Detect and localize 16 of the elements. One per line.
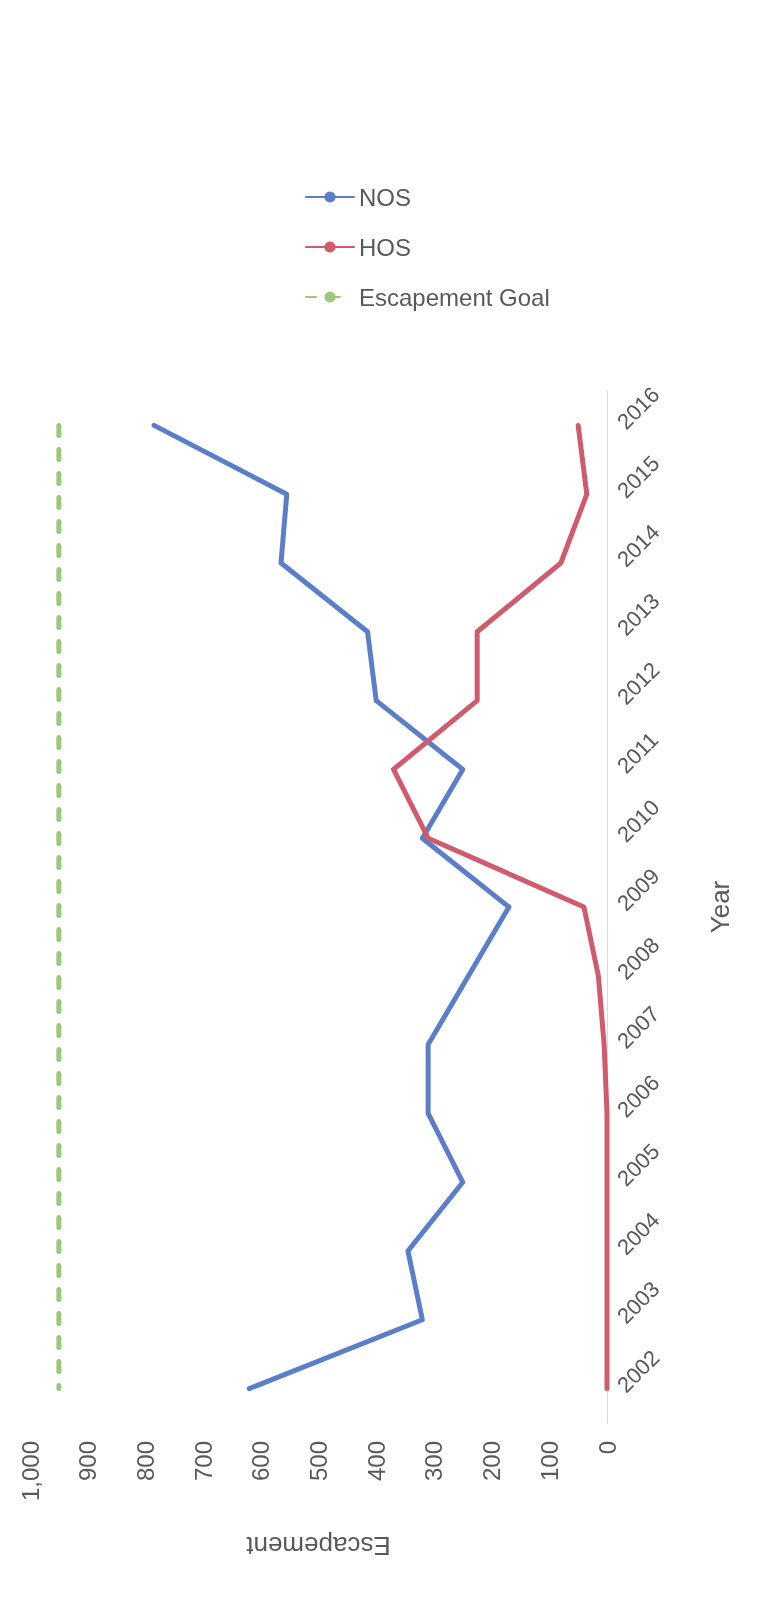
x-tick-label: 100 [535, 1441, 563, 1482]
legend-label: Escapement Goal [359, 283, 550, 311]
x-tick-label: 0 [593, 1441, 621, 1455]
x-tick-label: 900 [74, 1441, 102, 1482]
x-tick-label: 400 [362, 1441, 390, 1482]
legend-label: NOS [359, 183, 412, 211]
x-tick-label: 600 [247, 1441, 275, 1482]
x-tick-label: 800 [131, 1441, 159, 1482]
legend-label: HOS [359, 233, 412, 261]
y-axis-title: Year [705, 880, 735, 934]
x-tick-label: 200 [478, 1441, 506, 1482]
x-tick-label: 1,000 [16, 1441, 44, 1502]
x-tick-label: 700 [189, 1441, 217, 1482]
x-tick-label: 300 [420, 1441, 448, 1482]
x-tick-label: 500 [305, 1441, 332, 1482]
x-axis-title: Escapement [245, 1531, 391, 1561]
